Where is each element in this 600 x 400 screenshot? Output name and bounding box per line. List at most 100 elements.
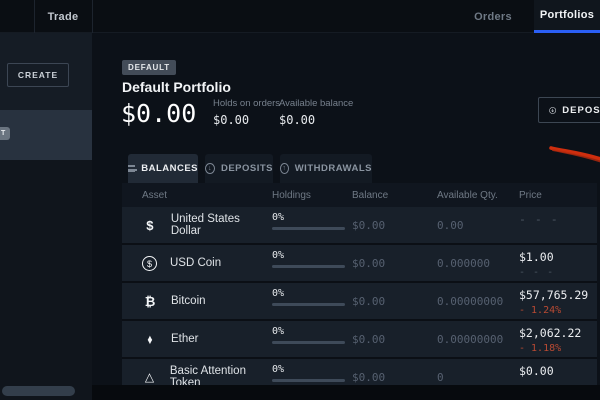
asset-name: Ether (171, 333, 199, 345)
portfolio-sidebar: CREATE T (0, 33, 92, 400)
bottom-clip-band (92, 385, 600, 400)
page-title: Default Portfolio (122, 79, 231, 95)
holdings-cell: 0% (272, 207, 352, 230)
total-balance-value: $0.00 (121, 99, 197, 128)
withdraw-arrow-icon: ↑ (280, 163, 289, 174)
price-cell: $1.00 - - - (519, 245, 597, 278)
holds-label: Holds on orders (213, 98, 281, 109)
nav-tab-portfolios-active[interactable]: Portfolios (534, 0, 600, 33)
available-qty-value: 0.00000000 (437, 294, 504, 308)
eth-icon: ♦ (147, 331, 153, 347)
holdings-cell: 0% (272, 359, 352, 382)
balance-value: $0.00 (352, 218, 386, 232)
price-change: - - - (519, 267, 555, 278)
balance-value: $0.00 (352, 332, 386, 346)
create-portfolio-button[interactable]: CREATE (7, 63, 69, 87)
price-value: $2,062.22 (519, 326, 582, 340)
table-header-row: Asset Holdings Balance Available Qty. Pr… (122, 183, 597, 207)
price-value: - - - (519, 212, 559, 226)
available-qty-value: 0.00000000 (437, 332, 504, 346)
available-qty-value: 0 (437, 370, 444, 384)
col-header-price: Price (519, 189, 542, 201)
holdings-percent: 0% (272, 250, 285, 261)
price-cell: $57,765.29 - 1.24% (519, 283, 597, 316)
asset-name: United States Dollar (170, 213, 240, 237)
red-scribble-annotation (549, 146, 600, 163)
holdings-cell: 0% (272, 283, 352, 306)
tab-deposits[interactable]: ↓ DEPOSITS (205, 154, 273, 183)
portfolios-label: Portfolios (539, 9, 595, 21)
holdings-percent: 0% (272, 212, 285, 223)
deposit-label: DEPOSIT (562, 104, 600, 116)
asset-name: USD Coin (170, 257, 222, 269)
holdings-percent: 0% (272, 288, 285, 299)
asset-cell: △ Basic Attention Token (142, 365, 272, 385)
holdings-bar (272, 265, 345, 268)
nav-tab-trade[interactable]: Trade (34, 0, 92, 33)
available-qty-value: 0.00 (437, 218, 464, 232)
balance-value: $0.00 (352, 294, 386, 308)
default-portfolio-badge: DEFAULT (122, 60, 176, 75)
holds-on-orders-stat: Holds on orders $0.00 (213, 98, 280, 127)
available-qty-value: 0.000000 (437, 256, 490, 270)
deposit-button[interactable]: DEPOSIT (538, 97, 600, 123)
portfolio-main: DEFAULT Default Portfolio $0.00 Holds on… (92, 33, 600, 400)
topbar-divider (92, 0, 93, 33)
holdings-bar (272, 303, 345, 306)
price-value: $57,765.29 (519, 288, 589, 302)
trade-label: Trade (47, 10, 79, 23)
balance-value: $0.00 (352, 256, 386, 270)
list-icon (128, 165, 138, 172)
holdings-percent: 0% (272, 364, 285, 375)
table-row[interactable]: ♦ Ether 0% $0.00 0.00000000 $2,062.22 - … (122, 321, 597, 357)
price-cell: - - - (519, 207, 597, 229)
table-body: $ United States Dollar 0% $0.00 0.00 - -… (122, 207, 597, 385)
price-value: $0.00 (519, 364, 554, 378)
top-nav-bar: Trade Orders Portfolios (0, 0, 600, 33)
available-balance-stat: Available balance $0.00 (279, 98, 353, 127)
asset-name: Basic Attention Token (169, 365, 246, 385)
price-cell: $0.00 - - - (519, 359, 597, 385)
available-value: $0.00 (279, 113, 316, 127)
deposits-tab-label: DEPOSITS (220, 163, 273, 174)
sidebar-item-default-portfolio[interactable]: T (0, 110, 92, 160)
tab-withdrawals[interactable]: ↑ WITHDRAWALS (280, 154, 372, 183)
deposit-arrow-icon: ↓ (205, 163, 215, 174)
col-header-asset: Asset (142, 189, 168, 201)
balances-tab-label: BALANCES (141, 163, 198, 174)
asset-cell: ₿ Bitcoin (142, 294, 272, 309)
topbar-divider (34, 0, 35, 33)
deposit-circle-arrow-icon (549, 106, 557, 114)
holdings-cell: 0% (272, 245, 352, 268)
withdrawals-tab-label: WITHDRAWALS (294, 163, 372, 174)
nav-tab-orders[interactable]: Orders (458, 0, 528, 33)
holdings-cell: 0% (272, 321, 352, 344)
table-row[interactable]: $ USD Coin 0% $0.00 0.000000 $1.00 - - - (122, 245, 597, 281)
holdings-bar (272, 227, 345, 230)
price-change: - - - (519, 381, 597, 385)
col-header-balance: Balance (352, 189, 389, 201)
available-label: Available balance (279, 98, 354, 109)
asset-name: Bitcoin (171, 295, 206, 307)
bat-icon: △ (144, 370, 155, 384)
table-row[interactable]: $ United States Dollar 0% $0.00 0.00 - -… (122, 207, 597, 243)
usd-icon: $ (146, 217, 154, 233)
price-value: $1.00 (519, 250, 554, 264)
balance-value: $0.00 (352, 370, 386, 384)
btc-icon: ₿ (144, 293, 156, 309)
holdings-percent: 0% (272, 326, 285, 337)
holdings-bar (272, 379, 345, 382)
table-row[interactable]: △ Basic Attention Token 0% $0.00 0 $0.00… (122, 359, 597, 385)
asset-cell: ♦ Ether (142, 331, 272, 347)
price-change: - 1.24% (519, 305, 562, 316)
sidebar-upper-panel: CREATE T (0, 33, 92, 160)
price-cell: $2,062.22 - 1.18% (519, 321, 597, 354)
orders-label: Orders (474, 10, 512, 23)
tab-balances[interactable]: BALANCES (128, 154, 198, 183)
usdc-icon: $ (142, 255, 157, 271)
holdings-bar (272, 341, 345, 344)
balances-panel: Asset Holdings Balance Available Qty. Pr… (122, 183, 597, 385)
price-change: - 1.18% (519, 343, 562, 354)
table-row[interactable]: ₿ Bitcoin 0% $0.00 0.00000000 $57,765.29… (122, 283, 597, 319)
col-header-available-qty: Available Qty. (437, 189, 498, 201)
